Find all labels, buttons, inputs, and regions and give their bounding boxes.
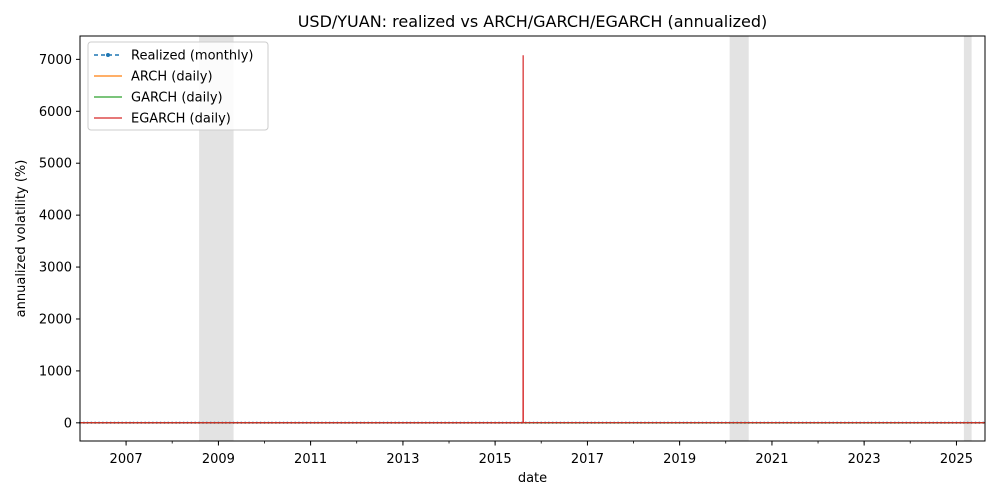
x-tick-label: 2007 bbox=[110, 452, 143, 467]
x-tick-label: 2023 bbox=[848, 452, 881, 467]
shaded-period bbox=[963, 36, 972, 441]
x-axis-label: date bbox=[518, 471, 547, 486]
chart-title: USD/YUAN: realized vs ARCH/GARCH/EGARCH … bbox=[298, 12, 768, 31]
y-tick-label: 4000 bbox=[39, 209, 72, 224]
y-tick-label: 2000 bbox=[39, 312, 72, 327]
x-tick-label: 2025 bbox=[940, 452, 973, 467]
y-tick-label: 5000 bbox=[39, 157, 72, 172]
x-tick-label: 2015 bbox=[479, 452, 512, 467]
legend-label: Realized (monthly) bbox=[131, 49, 253, 64]
legend-label: GARCH (daily) bbox=[131, 91, 223, 106]
x-tick-label: 2017 bbox=[571, 452, 604, 467]
legend: Realized (monthly) ARCH (daily) GARCH (dai… bbox=[87, 41, 269, 131]
legend-label: ARCH (daily) bbox=[131, 70, 213, 85]
x-tick-label: 2011 bbox=[294, 452, 327, 467]
plot-frame bbox=[79, 35, 986, 442]
x-tick-label: 2019 bbox=[663, 452, 696, 467]
shaded-period bbox=[729, 36, 749, 441]
y-tick-label: 1000 bbox=[39, 364, 72, 379]
y-tick-label: 7000 bbox=[39, 53, 72, 68]
series-line bbox=[80, 55, 986, 424]
x-tick-label: 2013 bbox=[386, 452, 419, 467]
x-tick-label: 2009 bbox=[202, 452, 235, 467]
y-tick-label: 3000 bbox=[39, 261, 72, 276]
y-axis-label: annualized volatility (%) bbox=[14, 160, 29, 318]
y-tick-label: 6000 bbox=[39, 105, 72, 120]
legend-label: EGARCH (daily) bbox=[131, 112, 231, 127]
x-tick-label: 2021 bbox=[755, 452, 788, 467]
legend-marker bbox=[106, 53, 110, 57]
legend-box bbox=[87, 41, 269, 131]
y-tick-label: 0 bbox=[64, 416, 72, 431]
